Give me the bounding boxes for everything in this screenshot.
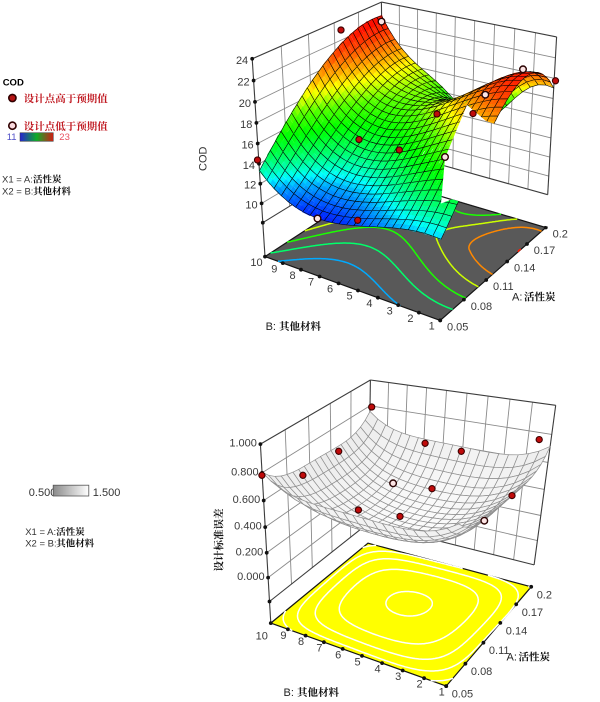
svg-text:0.11: 0.11	[489, 645, 510, 657]
svg-text:0.600: 0.600	[233, 494, 261, 506]
svg-text:X1 = A:: X1 = A:	[25, 527, 56, 538]
svg-text:8: 8	[298, 636, 304, 648]
svg-text:23: 23	[59, 132, 70, 143]
svg-text:10: 10	[250, 257, 262, 269]
svg-text:A:: A:	[512, 292, 522, 304]
svg-text:1.500: 1.500	[93, 487, 121, 499]
svg-text:0.2: 0.2	[537, 589, 552, 601]
svg-text:3: 3	[387, 305, 393, 317]
svg-text:0.14: 0.14	[514, 263, 535, 275]
svg-text:0.05: 0.05	[452, 689, 473, 701]
svg-text:X2 = B:: X2 = B:	[2, 187, 33, 198]
svg-text:10: 10	[245, 199, 257, 211]
svg-text:9: 9	[271, 263, 277, 275]
svg-text:3: 3	[395, 671, 401, 683]
svg-text:11: 11	[7, 132, 17, 143]
svg-text:20: 20	[239, 98, 251, 110]
svg-text:7: 7	[316, 643, 322, 655]
svg-text:X2 = B:: X2 = B:	[25, 539, 56, 550]
svg-text:12: 12	[244, 180, 256, 192]
svg-text:4: 4	[366, 298, 372, 310]
svg-text:0.2: 0.2	[553, 229, 568, 241]
svg-text:16: 16	[241, 140, 253, 152]
svg-text:22: 22	[237, 77, 249, 89]
svg-text:1: 1	[439, 687, 445, 699]
svg-text:2: 2	[417, 679, 423, 691]
svg-text:B:: B:	[284, 687, 294, 699]
svg-text:6: 6	[335, 649, 341, 661]
svg-text:COD: COD	[198, 147, 210, 172]
svg-text:0.17: 0.17	[522, 607, 543, 619]
svg-text:0.500: 0.500	[29, 487, 57, 499]
svg-text:5: 5	[346, 291, 352, 303]
svg-text:24: 24	[236, 55, 248, 67]
svg-text:0.400: 0.400	[234, 521, 262, 533]
svg-text:1: 1	[429, 321, 435, 333]
svg-text:A:: A:	[507, 652, 517, 664]
svg-text:0.05: 0.05	[447, 322, 468, 334]
svg-text:9: 9	[280, 630, 286, 642]
svg-text:0.11: 0.11	[493, 281, 514, 293]
svg-text:0.000: 0.000	[237, 571, 265, 583]
svg-text:0.200: 0.200	[236, 546, 264, 558]
svg-text:0.08: 0.08	[471, 666, 492, 678]
svg-text:7: 7	[308, 277, 314, 289]
svg-text:5: 5	[354, 656, 360, 668]
svg-text:0.800: 0.800	[231, 466, 259, 478]
svg-text:8: 8	[289, 270, 295, 282]
svg-text:0.14: 0.14	[506, 625, 527, 637]
svg-text:X1 = A:: X1 = A:	[2, 175, 33, 186]
svg-text:0.08: 0.08	[471, 301, 492, 313]
svg-text:14: 14	[243, 160, 255, 172]
svg-text:10: 10	[256, 631, 268, 643]
svg-text:4: 4	[375, 664, 381, 676]
svg-text:1.000: 1.000	[229, 438, 257, 450]
svg-text:18: 18	[240, 119, 252, 131]
svg-text:6: 6	[327, 284, 333, 296]
svg-text:COD: COD	[3, 78, 24, 89]
svg-text:B:: B:	[266, 321, 276, 333]
svg-text:0.17: 0.17	[534, 245, 555, 257]
svg-text:2: 2	[407, 313, 413, 325]
